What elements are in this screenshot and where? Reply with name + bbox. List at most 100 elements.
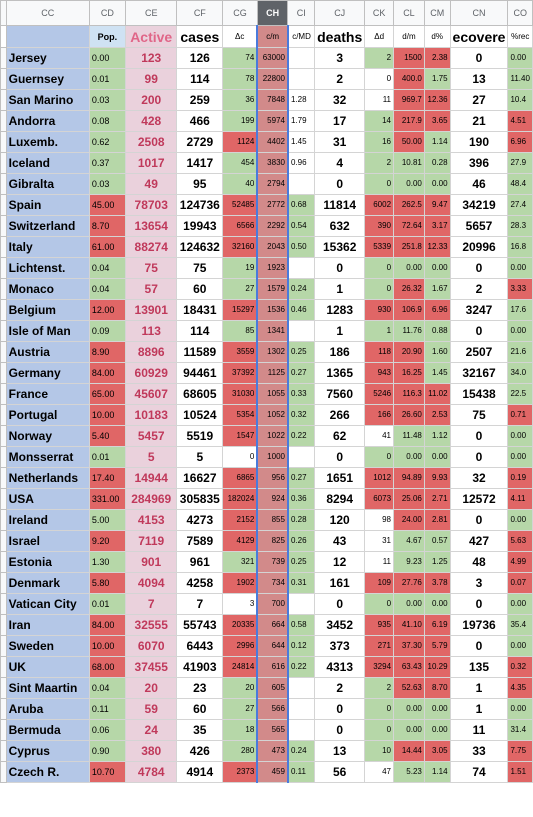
deaths-per-million-cell[interactable]: 52.63 xyxy=(393,677,425,699)
population-cell[interactable]: 0.09 xyxy=(88,320,126,342)
delta-deaths-cell[interactable]: 11 xyxy=(364,551,395,573)
delta-deaths-cell[interactable]: 98 xyxy=(364,509,395,531)
population-cell[interactable]: 0.01 xyxy=(88,446,126,468)
cases-per-million-cell[interactable]: 1052 xyxy=(256,404,289,426)
recovered-cell[interactable]: 1 xyxy=(449,677,509,699)
cases-per-million-cell[interactable]: 3830 xyxy=(256,152,289,174)
total-cases-cell[interactable]: 114 xyxy=(176,68,224,90)
deaths-per-million-cell[interactable]: 5.23 xyxy=(393,761,425,783)
total-cases-cell[interactable]: 41903 xyxy=(176,656,224,678)
deaths-per-million-cell[interactable]: 26.32 xyxy=(393,278,425,300)
delta-cases-cell[interactable]: 15297 xyxy=(222,299,258,321)
recovered-cell[interactable]: 34219 xyxy=(449,194,509,216)
percent-recovered-cell[interactable]: 22.5 xyxy=(507,383,533,405)
recovered-cell[interactable]: 33 xyxy=(449,740,509,762)
population-cell[interactable]: 0.04 xyxy=(88,677,126,699)
population-cell[interactable]: 12.00 xyxy=(88,299,126,321)
population-cell[interactable]: 9.20 xyxy=(88,530,126,552)
population-cell[interactable]: 10.00 xyxy=(88,404,126,426)
deaths-per-million-cell[interactable]: 400.0 xyxy=(393,68,425,90)
recovered-cell[interactable]: 5657 xyxy=(449,215,509,237)
recovered-cell[interactable]: 74 xyxy=(449,761,509,783)
recovered-cell[interactable]: 2 xyxy=(449,278,509,300)
deaths-cell[interactable]: 1 xyxy=(314,320,366,342)
deaths-cell[interactable]: 373 xyxy=(314,635,366,657)
total-cases-cell[interactable]: 4273 xyxy=(176,509,224,531)
deaths-per-million-cell[interactable]: 4.67 xyxy=(393,530,425,552)
delta-cases-cell[interactable]: 280 xyxy=(222,740,258,762)
delta-deaths-cell[interactable]: 2 xyxy=(364,152,395,174)
header-active[interactable]: Active xyxy=(124,25,178,48)
deaths-per-million-cell[interactable]: 0.00 xyxy=(393,719,425,741)
total-cases-cell[interactable]: 10524 xyxy=(176,404,224,426)
cases-per-million-cell[interactable]: 4402 xyxy=(256,131,289,153)
cases-per-md-cell[interactable]: 0.22 xyxy=(287,656,316,678)
recovered-cell[interactable]: 190 xyxy=(449,131,509,153)
column-header-ck[interactable]: CK xyxy=(364,0,395,26)
delta-deaths-cell[interactable]: 943 xyxy=(364,362,395,384)
recovered-cell[interactable]: 32 xyxy=(449,467,509,489)
total-cases-cell[interactable]: 2729 xyxy=(176,131,224,153)
delta-cases-cell[interactable]: 1902 xyxy=(222,572,258,594)
delta-cases-cell[interactable]: 85 xyxy=(222,320,258,342)
percent-recovered-cell[interactable]: 5.63 xyxy=(507,530,533,552)
total-cases-cell[interactable]: 16627 xyxy=(176,467,224,489)
death-percent-cell[interactable]: 5.79 xyxy=(423,635,451,657)
column-header-cl[interactable]: CL xyxy=(393,0,425,26)
deaths-per-million-cell[interactable]: 27.76 xyxy=(393,572,425,594)
deaths-cell[interactable]: 32 xyxy=(314,89,366,111)
delta-deaths-cell[interactable]: 2 xyxy=(364,47,395,69)
death-percent-cell[interactable]: 1.75 xyxy=(423,68,451,90)
total-cases-cell[interactable]: 19943 xyxy=(176,215,224,237)
cases-per-million-cell[interactable]: 2043 xyxy=(256,236,289,258)
delta-cases-cell[interactable]: 182024 xyxy=(222,488,258,510)
active-cases-cell[interactable]: 5 xyxy=(124,446,178,468)
recovered-cell[interactable]: 3 xyxy=(449,572,509,594)
percent-recovered-cell[interactable]: 0.07 xyxy=(507,572,533,594)
deaths-cell[interactable]: 1365 xyxy=(314,362,366,384)
deaths-per-million-cell[interactable]: 0.00 xyxy=(393,446,425,468)
deaths-per-million-cell[interactable]: 116.3 xyxy=(393,383,425,405)
deaths-cell[interactable]: 0 xyxy=(314,719,366,741)
header-deaths[interactable]: deaths xyxy=(314,25,366,48)
death-percent-cell[interactable]: 12.33 xyxy=(423,236,451,258)
percent-recovered-cell[interactable]: 11.40 xyxy=(507,68,533,90)
recovered-cell[interactable]: 0 xyxy=(449,425,509,447)
total-cases-cell[interactable]: 259 xyxy=(176,89,224,111)
percent-recovered-cell[interactable]: 7.75 xyxy=(507,740,533,762)
deaths-cell[interactable]: 56 xyxy=(314,761,366,783)
delta-deaths-cell[interactable]: 0 xyxy=(364,68,395,90)
delta-deaths-cell[interactable]: 14 xyxy=(364,110,395,132)
active-cases-cell[interactable]: 123 xyxy=(124,47,178,69)
deaths-per-million-cell[interactable]: 26.60 xyxy=(393,404,425,426)
active-cases-cell[interactable]: 49 xyxy=(124,173,178,195)
header-recovered[interactable]: ecovere xyxy=(449,25,509,48)
column-header-cn[interactable]: CN xyxy=(449,0,509,26)
percent-recovered-cell[interactable]: 0.00 xyxy=(507,47,533,69)
country-name-cell[interactable]: Iceland xyxy=(5,152,90,174)
country-name-cell[interactable]: Denmark xyxy=(5,572,90,594)
population-cell[interactable]: 10.70 xyxy=(88,761,126,783)
deaths-cell[interactable]: 11814 xyxy=(314,194,366,216)
country-name-cell[interactable]: Cyprus xyxy=(5,740,90,762)
delta-cases-cell[interactable]: 1124 xyxy=(222,131,258,153)
population-cell[interactable]: 0.62 xyxy=(88,131,126,153)
header-delta-deaths[interactable]: Δd xyxy=(364,25,395,48)
deaths-cell[interactable]: 0 xyxy=(314,698,366,720)
country-name-cell[interactable]: Portugal xyxy=(5,404,90,426)
deaths-cell[interactable]: 8294 xyxy=(314,488,366,510)
delta-cases-cell[interactable]: 199 xyxy=(222,110,258,132)
total-cases-cell[interactable]: 961 xyxy=(176,551,224,573)
cases-per-md-cell[interactable]: 0.68 xyxy=(287,194,316,216)
recovered-cell[interactable]: 427 xyxy=(449,530,509,552)
death-percent-cell[interactable]: 1.12 xyxy=(423,425,451,447)
population-cell[interactable]: 0.00 xyxy=(88,47,126,69)
country-name-cell[interactable]: Gibralta xyxy=(5,173,90,195)
population-cell[interactable]: 0.04 xyxy=(88,257,126,279)
cases-per-million-cell[interactable]: 605 xyxy=(256,677,289,699)
cases-per-million-cell[interactable]: 825 xyxy=(256,530,289,552)
active-cases-cell[interactable]: 99 xyxy=(124,68,178,90)
cases-per-md-cell[interactable] xyxy=(287,47,316,69)
deaths-per-million-cell[interactable]: 262.5 xyxy=(393,194,425,216)
death-percent-cell[interactable]: 2.38 xyxy=(423,47,451,69)
